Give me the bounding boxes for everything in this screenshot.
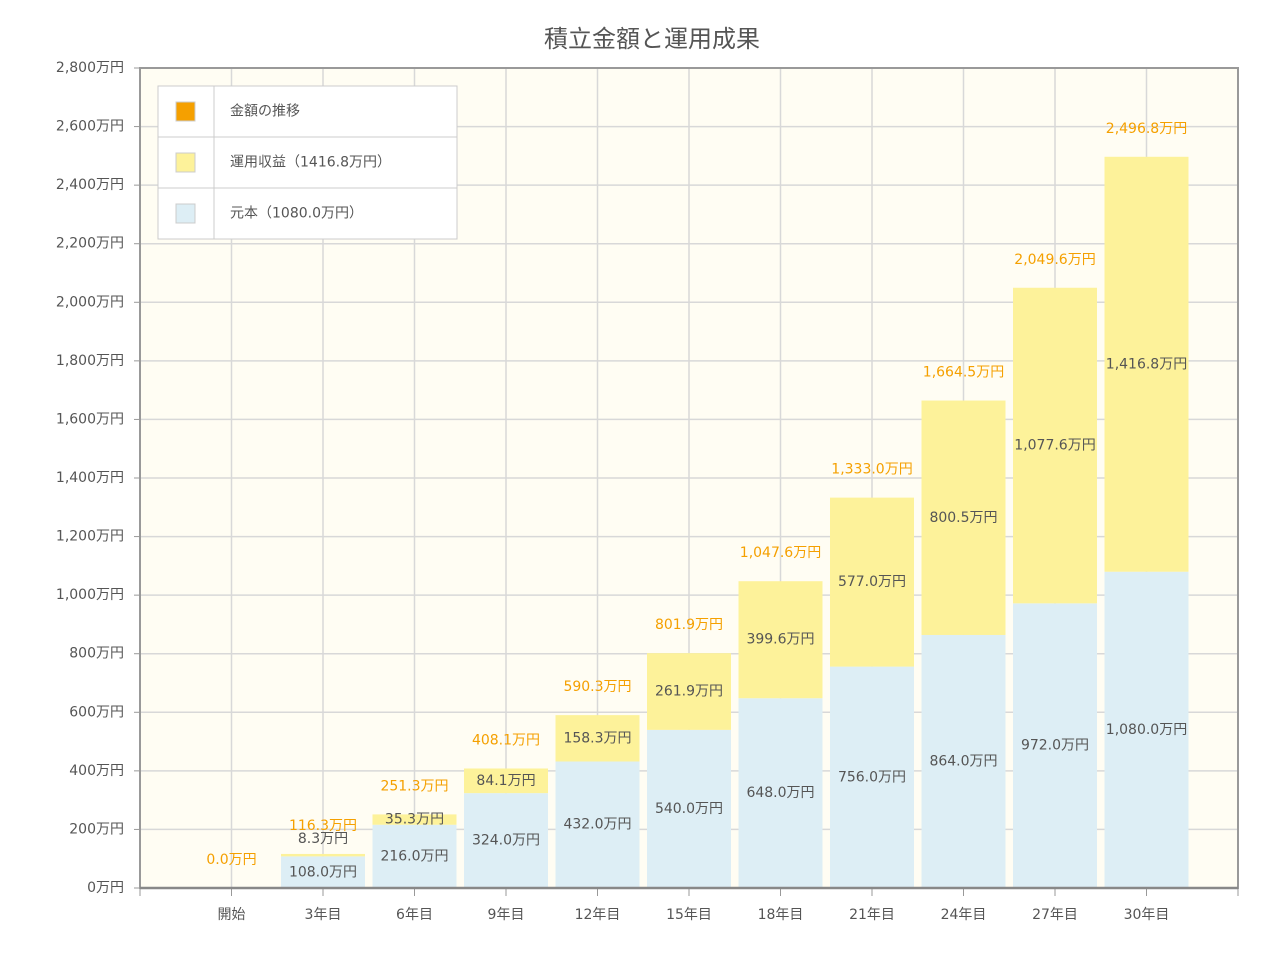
data-label: 1,416.8万円: [1106, 356, 1187, 372]
total-label: 590.3万円: [563, 679, 631, 695]
legend-swatch: [175, 101, 196, 122]
data-label: 1,080.0万円: [1106, 722, 1187, 738]
data-label: 577.0万円: [838, 574, 906, 590]
bar-segment: [372, 814, 457, 825]
y-tick-label: 1,800万円: [56, 353, 124, 369]
total-label: 1,047.6万円: [740, 545, 821, 561]
bar-segment: [464, 793, 548, 888]
total-label: 116.3万円: [289, 818, 357, 834]
x-tick-label: 9年目: [488, 907, 525, 923]
x-tick-label: 6年目: [396, 907, 433, 923]
bar-segment: [1104, 571, 1189, 888]
x-tick-label: 21年目: [849, 907, 895, 923]
data-label: 1,077.6万円: [1014, 438, 1095, 454]
bar-segment: [1013, 603, 1097, 888]
bar-segment: [830, 497, 914, 667]
y-tick-label: 2,400万円: [56, 177, 124, 193]
y-tick-label: 800万円: [69, 646, 124, 662]
x-tick-label: 24年目: [941, 907, 987, 923]
legend-label: 運用収益（1416.8万円）: [230, 155, 391, 171]
total-label: 1,664.5万円: [923, 365, 1004, 381]
y-tick-label: 200万円: [69, 821, 124, 837]
x-tick-label: 18年目: [758, 907, 804, 923]
bar-segment: [738, 698, 823, 888]
total-label: 2,049.6万円: [1014, 252, 1095, 268]
y-tick-label: 1,200万円: [56, 529, 124, 545]
bar-segment: [647, 729, 731, 888]
x-tick-label: 30年目: [1124, 907, 1170, 923]
y-tick-label: 2,800万円: [56, 60, 124, 76]
x-tick-label: 3年目: [305, 907, 342, 923]
bar-segment: [738, 581, 823, 699]
legend-swatch: [175, 152, 196, 173]
y-tick-label: 600万円: [69, 704, 124, 720]
bar-segment: [372, 824, 457, 888]
total-label: 0.0万円: [206, 852, 256, 868]
bar-segment: [281, 856, 365, 888]
y-tick-label: 2,600万円: [56, 119, 124, 135]
bar-segment: [464, 768, 548, 794]
y-tick-label: 0万円: [87, 880, 124, 896]
data-label: 108.0万円: [289, 864, 357, 880]
x-tick-label: 27年目: [1032, 907, 1078, 923]
data-label: 432.0万円: [563, 817, 631, 833]
bar-segment: [921, 400, 1006, 635]
x-tick-label: 15年目: [666, 907, 712, 923]
y-tick-label: 1,400万円: [56, 470, 124, 486]
legend-box: [157, 85, 458, 240]
data-label: 324.0万円: [472, 833, 540, 849]
data-label: 158.3万円: [563, 730, 631, 746]
legend-swatch: [175, 203, 196, 224]
legend-label: 元本（1080.0万円）: [230, 206, 363, 222]
legend-label: 金額の推移: [230, 104, 300, 120]
bar-segment: [1104, 156, 1189, 572]
bar-segment: [830, 666, 914, 888]
total-label: 408.1万円: [472, 732, 540, 748]
data-label: 399.6万円: [746, 632, 814, 648]
data-label: 864.0万円: [929, 753, 997, 769]
x-tick-label: 開始: [218, 907, 246, 923]
data-label: 261.9万円: [655, 684, 723, 700]
y-tick-label: 1,600万円: [56, 411, 124, 427]
data-label: 648.0万円: [746, 785, 814, 801]
bar-segment: [647, 653, 731, 730]
total-label: 1,333.0万円: [831, 462, 912, 478]
data-label: 972.0万円: [1021, 738, 1089, 754]
y-tick-label: 2,000万円: [56, 294, 124, 310]
bar-segment: [555, 761, 640, 888]
bar-segment: [921, 634, 1006, 888]
chart-title: 積立金額と運用成果: [544, 25, 760, 53]
bar-segment: [1013, 287, 1097, 604]
y-tick-label: 2,200万円: [56, 236, 124, 252]
total-label: 2,496.8万円: [1106, 121, 1187, 137]
y-tick-label: 1,000万円: [56, 587, 124, 603]
x-tick-label: 12年目: [575, 907, 621, 923]
data-label: 800.5万円: [929, 510, 997, 526]
data-label: 756.0万円: [838, 769, 906, 785]
data-label: 8.3万円: [298, 831, 348, 847]
total-label: 801.9万円: [655, 617, 723, 633]
data-label: 216.0万円: [380, 848, 448, 864]
bar-segment: [555, 715, 640, 762]
data-label: 540.0万円: [655, 801, 723, 817]
total-label: 251.3万円: [380, 778, 448, 794]
y-tick-label: 400万円: [69, 763, 124, 779]
bar-segment: [281, 853, 365, 857]
data-label: 35.3万円: [385, 812, 444, 828]
data-label: 84.1万円: [476, 773, 535, 789]
